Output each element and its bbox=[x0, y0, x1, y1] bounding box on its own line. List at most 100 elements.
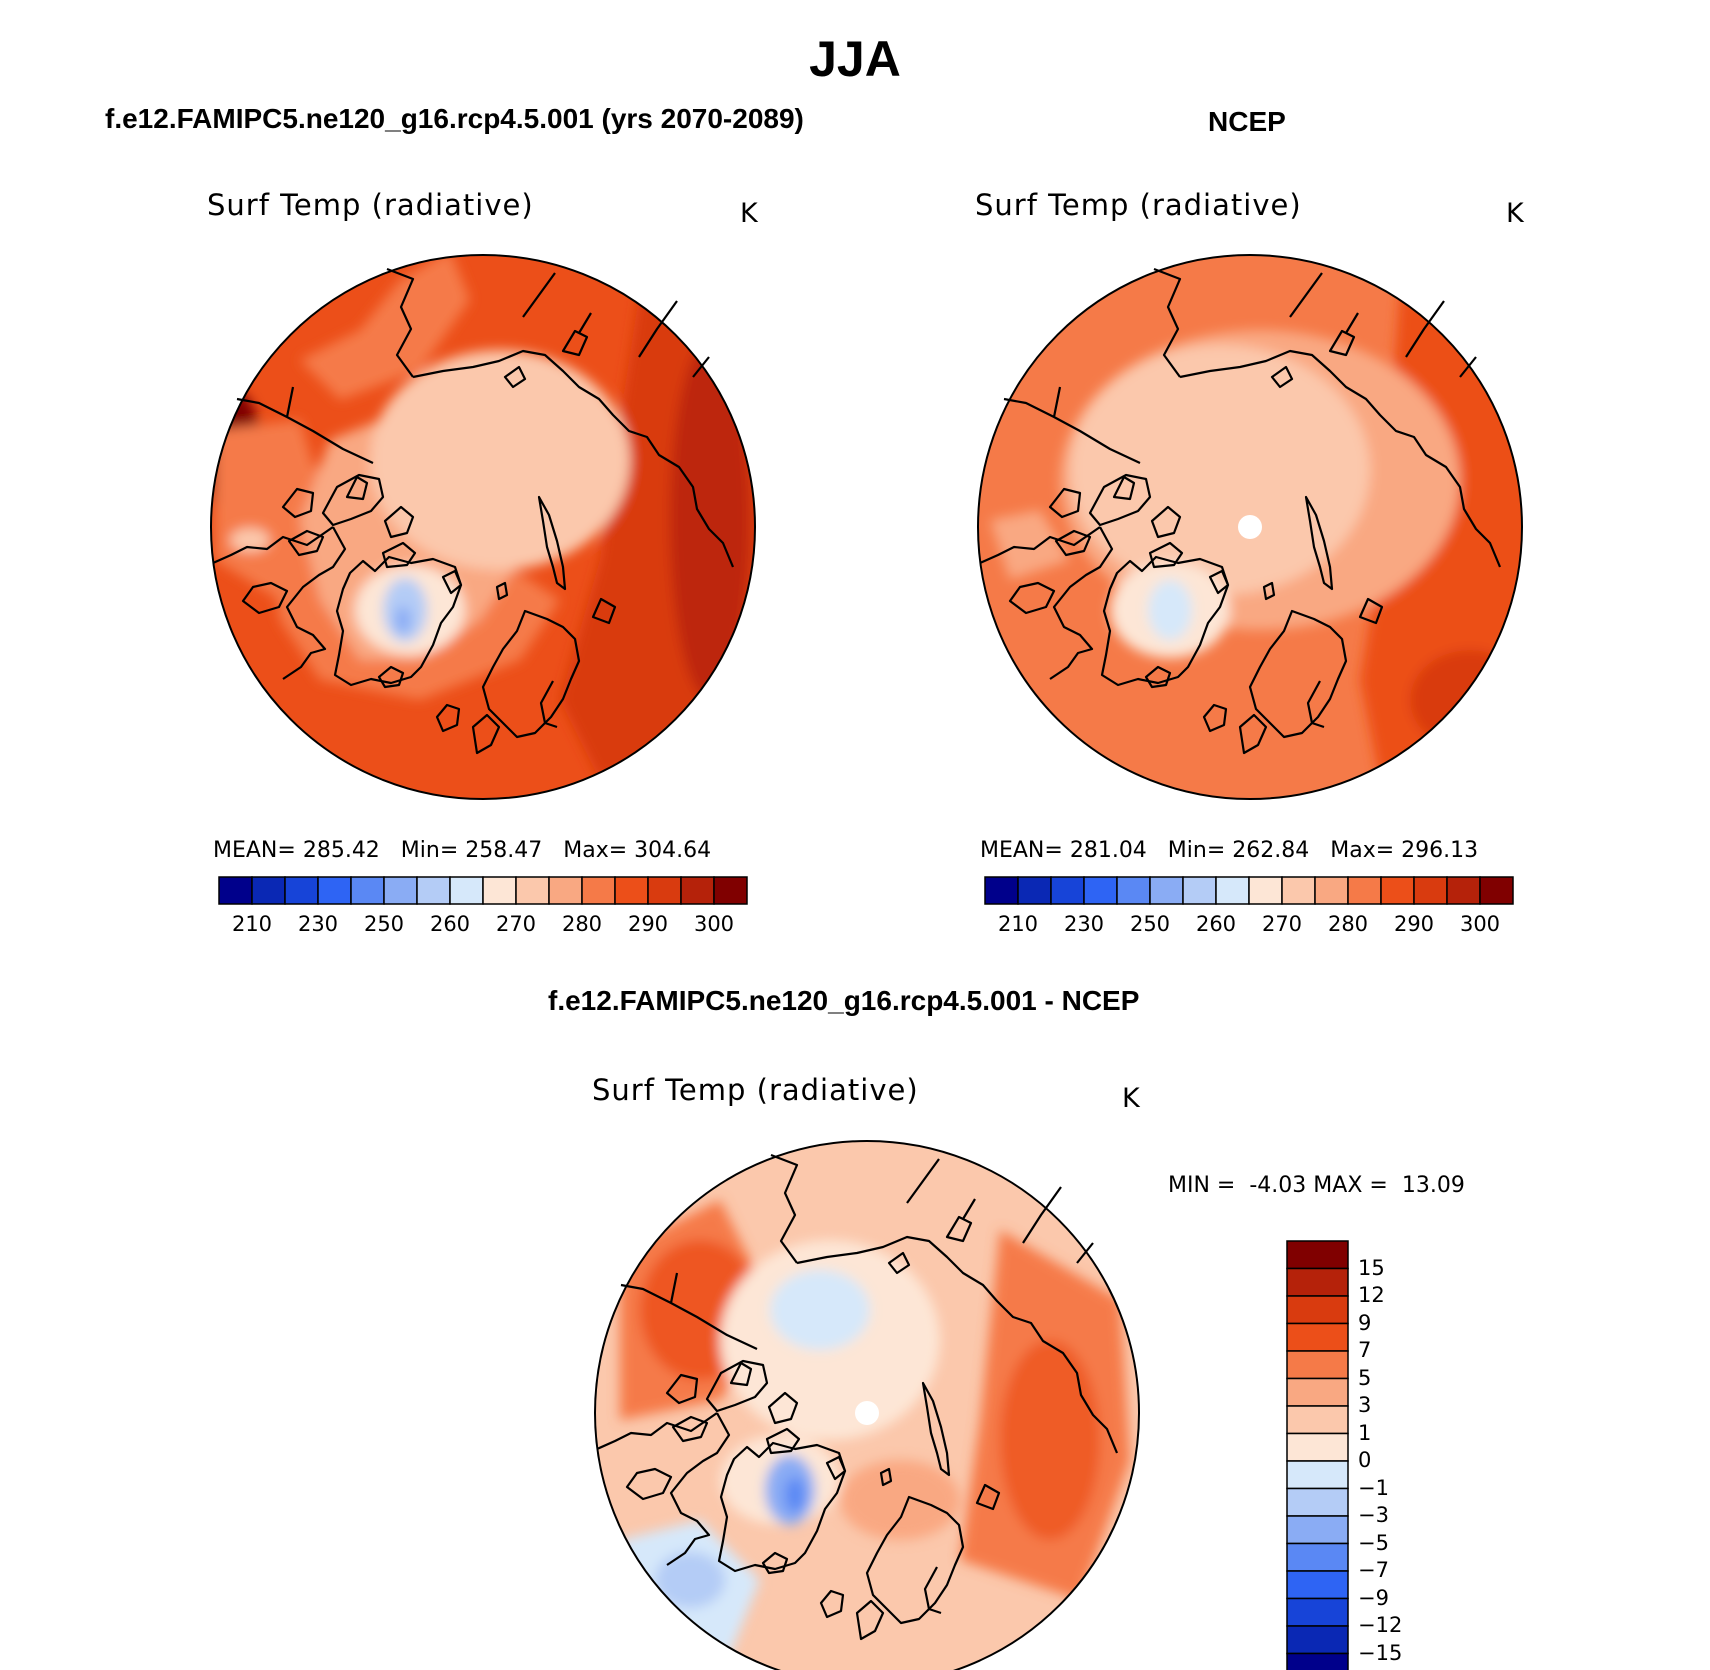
model-units: K bbox=[740, 198, 758, 229]
obs-stats: MEAN= 281.04 Min= 262.84 Max= 296.13 bbox=[980, 838, 1478, 863]
diff-colorbar-swatch bbox=[1286, 1487, 1349, 1517]
obs-colorbar-swatch bbox=[1050, 876, 1085, 905]
diff-colorbar-tick-label: −12 bbox=[1358, 1613, 1403, 1637]
obs-colorbar-swatch bbox=[1314, 876, 1349, 905]
obs-colorbar-tick-label: 260 bbox=[1195, 912, 1237, 936]
obs-colorbar-tick-label: 250 bbox=[1129, 912, 1171, 936]
diff-colorbar-tick-label: −3 bbox=[1358, 1503, 1389, 1527]
diff-colorbar-tick-label: 7 bbox=[1358, 1338, 1372, 1362]
diff-colorbar-tick-label: −9 bbox=[1358, 1585, 1389, 1610]
diff-max-value: 13.09 bbox=[1401, 1173, 1465, 1198]
diff-colorbar-swatch bbox=[1286, 1240, 1349, 1270]
diff-colorbar-swatch bbox=[1286, 1295, 1349, 1325]
diff-colorbar-swatch bbox=[1286, 1405, 1349, 1435]
obs-max-label: Max= bbox=[1330, 838, 1395, 863]
obs-colorbar-swatch bbox=[1413, 876, 1448, 905]
model-colorbar-tick-label: 230 bbox=[297, 912, 339, 936]
model-min-value: 258.47 bbox=[465, 838, 543, 863]
diff-colorbar-swatch bbox=[1286, 1515, 1349, 1545]
model-colorbar-swatch bbox=[482, 876, 517, 905]
diff-colorbar-tick-label: 3 bbox=[1358, 1393, 1372, 1417]
model-colorbar-swatch bbox=[647, 876, 682, 905]
diff-colorbar-swatch bbox=[1286, 1570, 1349, 1600]
obs-colorbar-tick-label: 210 bbox=[997, 912, 1039, 936]
obs-panel-header: NCEP bbox=[1208, 106, 1286, 137]
obs-colorbar-swatch bbox=[984, 876, 1019, 905]
obs-colorbar-tick-label: 280 bbox=[1327, 912, 1369, 936]
diff-panel-header: f.e12.FAMIPC5.ne120_g16.rcp4.5.001 - NCE… bbox=[548, 985, 1140, 1016]
model-colorbar-swatch bbox=[317, 876, 352, 905]
model-colorbar-tick-label: 260 bbox=[429, 912, 471, 936]
diff-colorbar-tick-label: −5 bbox=[1358, 1530, 1389, 1555]
model-colorbar-swatch bbox=[581, 876, 616, 905]
diff-colorbar-tick-label: 12 bbox=[1358, 1283, 1385, 1307]
model-colorbar-swatch bbox=[614, 876, 649, 905]
diff-colorbar-tick-label: 15 bbox=[1358, 1255, 1385, 1280]
model-colorbar-swatch bbox=[218, 876, 253, 905]
model-colorbar-swatch bbox=[383, 876, 418, 905]
model-colorbar-swatch bbox=[449, 876, 484, 905]
diff-colorbar-tick-label: −1 bbox=[1358, 1475, 1389, 1500]
diff-colorbar-swatch bbox=[1286, 1322, 1349, 1352]
obs-colorbar-tick-label: 290 bbox=[1393, 912, 1435, 936]
model-colorbar-tick-label: 300 bbox=[693, 912, 735, 936]
diff-colorbar bbox=[1286, 1240, 1349, 1670]
diff-colorbar-swatch bbox=[1286, 1432, 1349, 1462]
model-colorbar-swatch bbox=[713, 876, 748, 905]
model-colorbar-tick-label: 290 bbox=[627, 912, 669, 936]
diff-colorbar-swatch bbox=[1286, 1542, 1349, 1572]
diff-colorbar-swatch bbox=[1286, 1267, 1349, 1297]
model-colorbar-swatch bbox=[284, 876, 319, 905]
diff-colorbar-tick-label: 1 bbox=[1358, 1420, 1372, 1445]
diff-stats: MIN = -4.03 MAX = 13.09 bbox=[1168, 1173, 1465, 1198]
model-colorbar-tick-label: 280 bbox=[561, 912, 603, 936]
diff-colorbar-tick-label: −7 bbox=[1358, 1558, 1389, 1582]
model-colorbar-swatch bbox=[548, 876, 583, 905]
diff-colorbar-tick-label: 0 bbox=[1358, 1448, 1372, 1472]
obs-colorbar-swatch bbox=[1380, 876, 1415, 905]
obs-colorbar-swatch bbox=[1248, 876, 1283, 905]
diff-colorbar-swatch bbox=[1286, 1652, 1349, 1670]
obs-colorbar bbox=[984, 876, 1514, 905]
figure-title: JJA bbox=[809, 31, 901, 87]
model-colorbar-swatch bbox=[416, 876, 451, 905]
obs-colorbar-swatch bbox=[1215, 876, 1250, 905]
model-max-label: Max= bbox=[563, 838, 628, 863]
obs-colorbar-swatch bbox=[1446, 876, 1481, 905]
model-colorbar-tick-label: 250 bbox=[363, 912, 405, 936]
model-colorbar-tick-label: 270 bbox=[495, 912, 537, 936]
diff-map bbox=[594, 1140, 1140, 1670]
model-map bbox=[210, 254, 756, 800]
model-mean-label: MEAN= bbox=[213, 838, 296, 863]
diff-colorbar-swatch bbox=[1286, 1597, 1349, 1627]
diff-units: K bbox=[1122, 1083, 1140, 1114]
diff-colorbar-tick-label: −15 bbox=[1358, 1640, 1403, 1665]
model-colorbar-swatch bbox=[680, 876, 715, 905]
model-panel-header: f.e12.FAMIPC5.ne120_g16.rcp4.5.001 (yrs … bbox=[105, 103, 804, 134]
model-colorbar-swatch bbox=[515, 876, 550, 905]
obs-colorbar-swatch bbox=[1116, 876, 1151, 905]
obs-mean-label: MEAN= bbox=[980, 838, 1063, 863]
diff-min-value: -4.03 bbox=[1249, 1173, 1307, 1198]
model-colorbar-tick-label: 210 bbox=[231, 912, 273, 936]
obs-colorbar-swatch bbox=[1182, 876, 1217, 905]
model-colorbar bbox=[218, 876, 748, 905]
model-colorbar-swatch bbox=[350, 876, 385, 905]
diff-colorbar-tick-label: 5 bbox=[1358, 1365, 1372, 1390]
obs-colorbar-swatch bbox=[1083, 876, 1118, 905]
obs-colorbar-swatch bbox=[1479, 876, 1514, 905]
obs-colorbar-swatch bbox=[1149, 876, 1184, 905]
model-stats: MEAN= 285.42 Min= 258.47 Max= 304.64 bbox=[213, 838, 711, 863]
obs-min-label: Min= bbox=[1167, 838, 1226, 863]
obs-colorbar-swatch bbox=[1017, 876, 1052, 905]
diff-colorbar-swatch bbox=[1286, 1460, 1349, 1490]
obs-units: K bbox=[1506, 198, 1524, 229]
obs-colorbar-tick-label: 230 bbox=[1063, 912, 1105, 936]
model-colorbar-swatch bbox=[251, 876, 286, 905]
diff-max-label: MAX = bbox=[1313, 1173, 1388, 1198]
diff-min-label: MIN = bbox=[1168, 1173, 1236, 1198]
model-max-value: 304.64 bbox=[634, 838, 712, 863]
diff-variable-title: Surf Temp (radiative) bbox=[592, 1073, 919, 1107]
model-min-label: Min= bbox=[400, 838, 459, 863]
